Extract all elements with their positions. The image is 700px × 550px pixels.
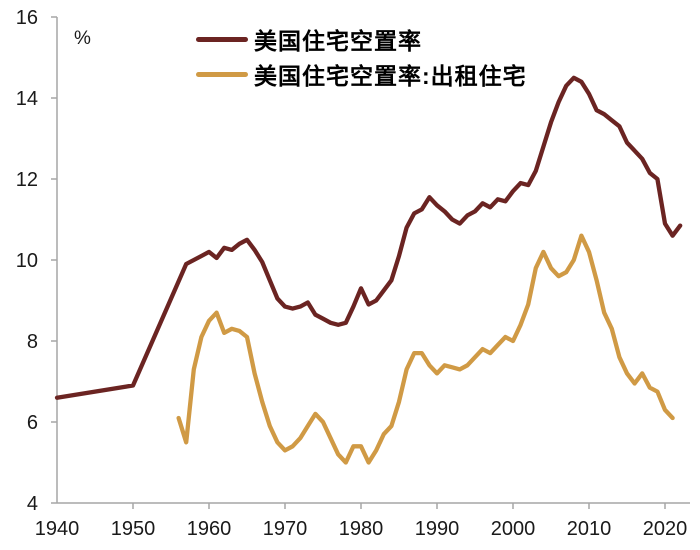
- x-tick-label: 1960: [187, 518, 232, 540]
- y-tick-label: 8: [27, 331, 38, 353]
- y-tick-label: 10: [16, 250, 38, 272]
- legend-label-total-vacancy: 美国住宅空置率: [254, 28, 422, 54]
- x-tick-label: 2020: [643, 518, 688, 540]
- series-line-total-vacancy: [54, 75, 683, 400]
- legend-item-total-vacancy: 美国住宅空置率: [196, 22, 527, 56]
- x-tick-label: 2000: [491, 518, 536, 540]
- legend-item-rental-vacancy: 美国住宅空置率:出租住宅: [196, 57, 527, 91]
- x-tick-label: 2010: [567, 518, 612, 540]
- legend-swatch-rental-vacancy: [196, 71, 248, 77]
- y-axis-unit-label: %: [74, 28, 91, 49]
- legend-swatch-total-vacancy: [196, 36, 248, 42]
- x-tick-label: 1990: [415, 518, 460, 540]
- y-tick-label: 4: [27, 493, 38, 515]
- y-tick-label: 12: [16, 169, 38, 191]
- chart-legend: 美国住宅空置率 美国住宅空置率:出租住宅: [196, 22, 527, 91]
- x-tick-label: 1940: [35, 518, 80, 540]
- x-tick-label: 1950: [111, 518, 156, 540]
- x-tick-label: 1980: [339, 518, 384, 540]
- x-tick-label: 1970: [263, 518, 308, 540]
- y-tick-label: 6: [27, 412, 38, 434]
- y-tick-label: 14: [16, 88, 38, 110]
- series-line-rental-vacancy: [176, 233, 675, 465]
- legend-label-rental-vacancy: 美国住宅空置率:出租住宅: [254, 63, 527, 89]
- y-tick-label: 16: [16, 7, 38, 29]
